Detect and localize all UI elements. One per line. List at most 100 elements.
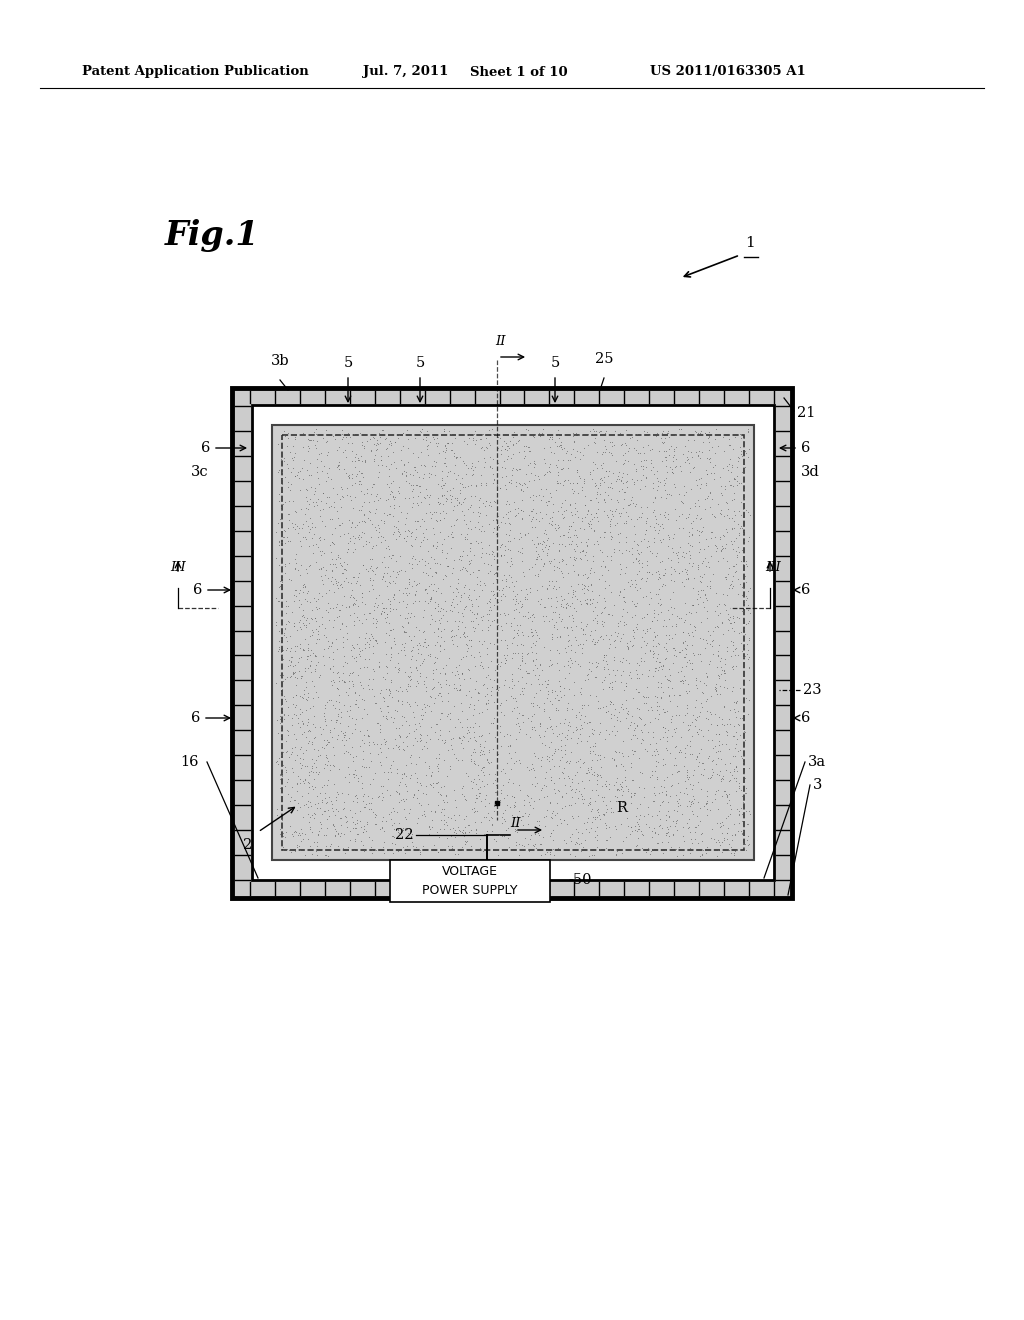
Point [598,775,614,796]
Point [306,478,323,499]
Point [335,722,351,743]
Point [651,793,668,814]
Point [590,785,606,807]
Point [684,524,700,545]
Point [605,748,622,770]
Point [493,478,509,499]
Point [668,785,684,807]
Point [539,675,555,696]
Point [618,470,635,491]
Point [345,593,361,614]
Point [384,560,400,581]
Point [371,656,387,677]
Point [398,788,415,809]
Point [477,543,494,564]
Point [290,792,306,813]
Point [386,583,402,605]
Point [537,816,553,837]
Point [460,659,476,680]
Point [355,491,372,512]
Point [635,465,651,486]
Point [438,491,455,512]
Point [606,705,623,726]
Point [351,684,368,705]
Point [463,836,479,857]
Point [550,461,566,482]
Point [570,751,587,772]
Point [344,807,360,828]
Point [417,590,433,611]
Point [724,519,740,540]
Point [489,721,506,742]
Point [570,781,587,803]
Point [603,624,620,645]
Point [582,421,598,442]
Point [298,793,314,814]
Point [438,487,455,508]
Point [370,787,386,808]
Point [521,726,538,747]
Point [428,510,444,531]
Point [430,795,446,816]
Point [515,711,531,733]
Point [423,546,439,568]
Point [536,463,552,484]
Point [486,795,503,816]
Point [629,424,645,445]
Point [367,428,383,449]
Point [620,450,636,471]
Point [502,513,518,535]
Point [623,711,639,733]
Point [741,602,758,623]
Point [295,713,311,734]
Text: POWER SUPPLY: POWER SUPPLY [422,884,518,896]
Point [373,701,389,722]
Point [618,635,635,656]
Point [451,465,467,486]
Point [413,774,429,795]
Point [344,441,360,462]
Point [442,479,459,500]
Point [613,471,630,492]
Point [413,532,429,553]
Point [557,499,573,520]
Point [525,834,542,855]
Point [604,605,621,626]
Point [613,467,630,488]
Point [716,660,732,681]
Point [366,595,382,616]
Point [664,436,680,457]
Point [700,449,717,470]
Point [575,711,592,733]
Point [501,676,517,697]
Point [589,829,605,850]
Point [587,667,603,688]
Point [553,730,569,751]
Point [346,759,362,780]
Point [588,686,604,708]
Point [339,484,355,506]
Point [723,531,739,552]
Point [503,686,519,708]
Point [517,474,534,495]
Point [629,614,645,635]
Point [669,762,685,783]
Point [705,636,721,657]
Point [501,524,517,545]
Point [293,758,309,779]
Point [621,717,637,738]
Point [412,655,428,676]
Point [452,680,468,701]
Point [663,549,679,570]
Point [300,499,316,520]
Point [305,535,322,556]
Point [317,825,334,846]
Point [688,746,705,767]
Point [365,626,381,647]
Point [326,610,342,631]
Point [327,553,343,574]
Point [453,545,469,566]
Point [514,474,530,495]
Point [476,756,493,777]
Point [623,490,639,511]
